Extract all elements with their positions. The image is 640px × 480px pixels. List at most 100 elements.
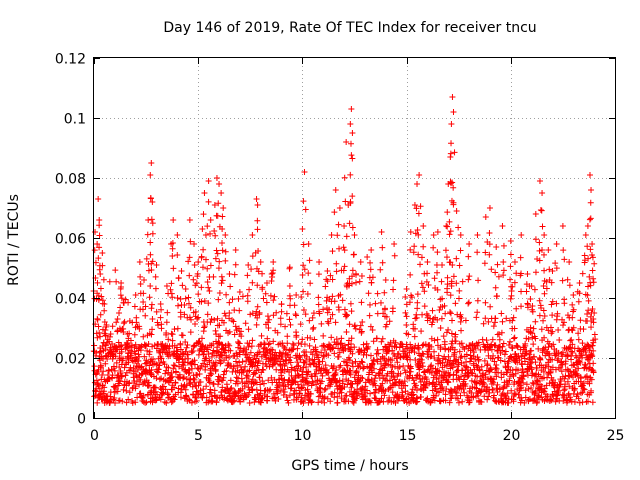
data-point bbox=[146, 294, 153, 301]
data-point bbox=[490, 352, 497, 359]
data-point bbox=[517, 254, 524, 261]
data-point bbox=[322, 362, 329, 369]
data-point bbox=[589, 241, 596, 247]
data-point bbox=[101, 384, 108, 391]
data-point bbox=[585, 283, 592, 290]
data-point bbox=[448, 121, 455, 127]
data-point bbox=[436, 306, 443, 313]
data-point bbox=[253, 196, 260, 202]
data-point bbox=[536, 257, 543, 264]
data-point bbox=[200, 211, 207, 218]
data-point bbox=[411, 202, 418, 208]
data-point bbox=[219, 247, 226, 254]
data-point bbox=[455, 295, 462, 302]
data-point bbox=[415, 342, 422, 349]
data-point bbox=[560, 247, 567, 254]
data-point bbox=[482, 299, 489, 306]
data-point bbox=[441, 362, 448, 369]
data-point bbox=[482, 315, 489, 322]
data-point bbox=[539, 247, 546, 253]
data-point bbox=[260, 295, 267, 302]
data-point bbox=[168, 373, 175, 380]
data-point bbox=[458, 327, 465, 334]
data-point bbox=[287, 321, 294, 328]
data-point bbox=[491, 358, 498, 365]
data-point bbox=[145, 217, 152, 223]
data-point bbox=[429, 379, 436, 386]
data-point bbox=[443, 385, 450, 392]
data-point bbox=[407, 365, 414, 372]
data-point bbox=[257, 341, 264, 348]
data-point bbox=[413, 205, 420, 212]
data-point bbox=[214, 315, 221, 322]
data-point bbox=[442, 310, 449, 317]
data-point bbox=[545, 327, 552, 334]
data-point bbox=[91, 393, 98, 400]
data-point bbox=[549, 312, 556, 319]
data-point bbox=[256, 374, 263, 381]
data-point bbox=[381, 364, 388, 371]
data-point bbox=[216, 181, 223, 187]
data-point bbox=[307, 280, 314, 287]
data-point bbox=[545, 350, 552, 357]
data-point bbox=[394, 397, 401, 404]
data-point bbox=[219, 226, 226, 233]
data-point bbox=[270, 395, 277, 402]
data-point bbox=[246, 286, 253, 293]
data-point bbox=[351, 232, 358, 238]
data-point bbox=[486, 229, 493, 236]
data-point bbox=[575, 298, 582, 305]
data-point bbox=[185, 355, 192, 362]
data-point bbox=[545, 344, 552, 351]
data-point bbox=[373, 395, 380, 402]
data-point bbox=[182, 295, 189, 302]
data-point bbox=[122, 296, 129, 303]
data-point bbox=[207, 386, 214, 393]
data-point bbox=[528, 385, 535, 392]
data-point bbox=[372, 300, 379, 307]
data-point bbox=[547, 396, 554, 403]
data-point bbox=[199, 264, 206, 271]
data-point bbox=[207, 230, 214, 237]
data-point bbox=[584, 292, 591, 299]
data-point bbox=[447, 292, 454, 299]
data-point bbox=[586, 216, 593, 223]
data-point bbox=[585, 307, 592, 314]
data-point bbox=[269, 273, 276, 280]
data-point bbox=[111, 348, 118, 355]
data-point bbox=[586, 172, 593, 178]
data-point bbox=[289, 340, 296, 347]
data-point bbox=[437, 398, 444, 405]
data-point bbox=[402, 382, 409, 389]
data-point bbox=[536, 239, 543, 246]
data-point bbox=[137, 273, 144, 280]
data-point bbox=[541, 334, 548, 341]
data-point bbox=[112, 267, 119, 274]
data-point bbox=[202, 256, 209, 263]
data-point bbox=[393, 380, 400, 387]
data-point bbox=[443, 223, 450, 229]
data-point bbox=[331, 298, 338, 305]
data-point bbox=[320, 342, 327, 349]
data-point bbox=[338, 340, 345, 347]
data-point bbox=[508, 292, 515, 299]
data-point bbox=[360, 364, 367, 371]
data-point bbox=[387, 377, 394, 384]
data-point bbox=[263, 280, 270, 286]
data-point bbox=[282, 346, 289, 353]
data-point bbox=[315, 361, 322, 368]
data-point bbox=[201, 190, 208, 196]
data-point bbox=[576, 399, 583, 406]
data-point bbox=[242, 320, 249, 327]
data-point bbox=[132, 292, 139, 298]
data-point bbox=[94, 316, 101, 323]
data-point bbox=[552, 379, 559, 386]
data-point bbox=[448, 140, 455, 147]
data-point bbox=[147, 282, 154, 289]
data-point bbox=[285, 399, 292, 406]
data-point bbox=[174, 295, 181, 302]
data-point bbox=[174, 232, 181, 238]
data-point bbox=[375, 350, 382, 357]
data-point bbox=[273, 366, 280, 373]
